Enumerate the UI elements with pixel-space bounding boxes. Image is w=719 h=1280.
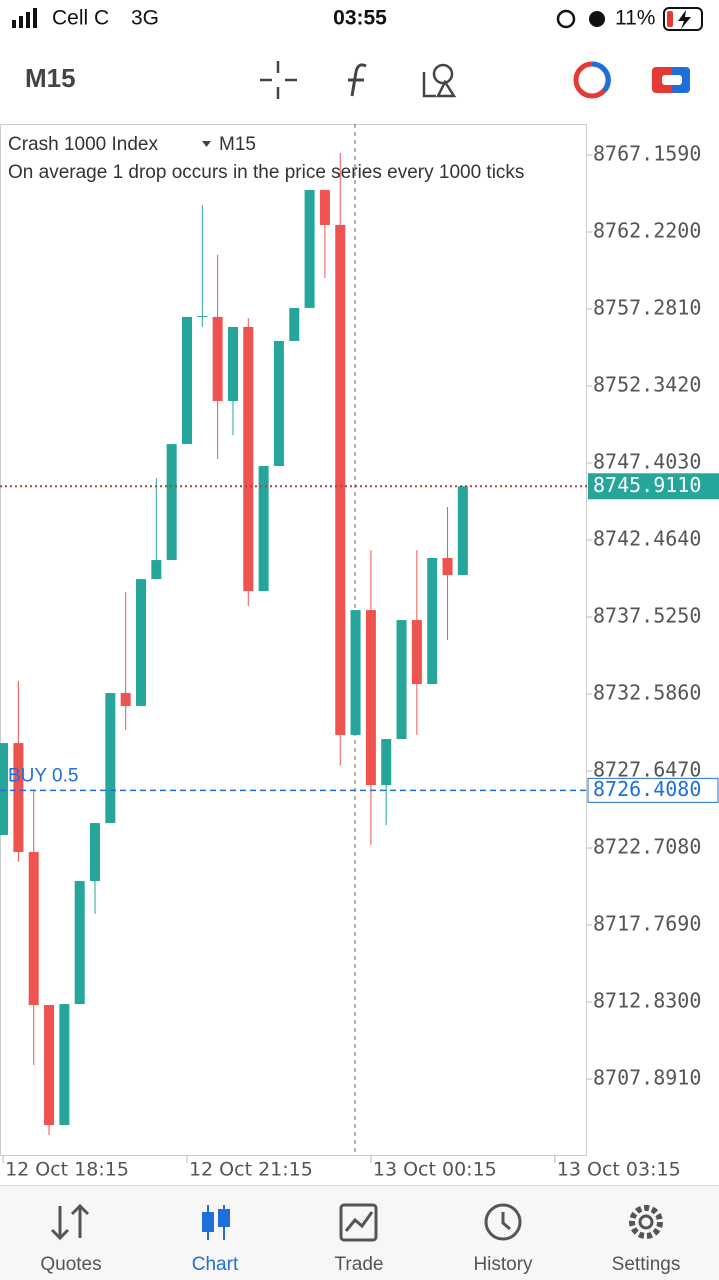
candle-body — [273, 340, 284, 467]
y-tick-label: 8707.8910 — [593, 1066, 701, 1090]
candle-body — [319, 190, 330, 225]
indicators-button[interactable] — [348, 63, 367, 97]
signal-bar — [33, 8, 37, 28]
tab-bar: Quotes Chart Trade History Settings — [0, 1185, 719, 1280]
y-tick-label: 8742.4640 — [593, 527, 701, 551]
candle-body — [396, 620, 407, 740]
trade-icon — [339, 1203, 378, 1242]
candle-body — [335, 224, 346, 735]
candle-body — [350, 610, 361, 735]
y-tick-label: 8762.2200 — [593, 219, 701, 243]
signal-bar — [26, 12, 30, 28]
history-icon — [484, 1203, 522, 1241]
candle-body — [258, 466, 269, 592]
crosshair-button[interactable] — [260, 61, 297, 99]
alarm-icon — [589, 11, 605, 27]
x-tick-label: 13 Oct 03:15 — [557, 1159, 681, 1181]
settings-hub — [638, 1214, 654, 1230]
candle-body — [0, 743, 9, 836]
candle-body — [59, 1004, 70, 1126]
current-price-box — [588, 473, 719, 500]
tab-label[interactable]: Trade — [335, 1254, 384, 1275]
candle-body — [120, 693, 131, 706]
candle-body — [365, 610, 376, 786]
candle-body — [44, 1005, 55, 1126]
candle-body — [74, 881, 85, 1005]
x-tick-label: 13 Oct 00:15 — [373, 1159, 497, 1181]
candle-body — [166, 444, 177, 561]
chart-title: Crash 1000 Index — [8, 134, 158, 155]
y-tick-label: 8712.8300 — [593, 989, 701, 1013]
y-tick-label: 8752.3420 — [593, 373, 701, 397]
chart-icon — [202, 1205, 230, 1240]
status-bar: Cell C 3G 03:55 11% — [12, 7, 703, 31]
candle-body — [151, 560, 162, 580]
tab-label[interactable]: Settings — [612, 1254, 681, 1275]
history-hands — [501, 1212, 511, 1231]
candle-body — [442, 558, 453, 576]
candle-body — [136, 579, 147, 706]
y-tick-label: 8737.5250 — [593, 604, 701, 628]
plot-frame — [0, 124, 587, 1156]
tab-label[interactable]: Quotes — [40, 1254, 101, 1275]
y-tick-label: 8722.7080 — [593, 835, 701, 859]
quotes-icon — [50, 1203, 90, 1241]
signal-bar — [19, 16, 23, 28]
candle-body — [243, 326, 254, 592]
position-label: 8726.4080 — [593, 777, 701, 801]
candle-body — [381, 739, 392, 786]
charging-icon — [678, 10, 691, 29]
tab-label[interactable]: Chart — [192, 1254, 239, 1275]
y-tick-label: 8727.6470 — [593, 758, 701, 782]
y-tick-label: 8732.5860 — [593, 681, 701, 705]
candle-body — [28, 852, 39, 1006]
candle-body — [90, 823, 101, 882]
timeframe-button[interactable]: M15 — [25, 63, 76, 93]
battery-percent: 11% — [615, 7, 655, 30]
y-tick-label: 8767.1590 — [593, 141, 701, 165]
candle-body — [13, 743, 24, 853]
candle-body — [197, 316, 208, 318]
y-tick-label: 8747.4030 — [593, 450, 701, 474]
symbol-dropdown[interactable] — [202, 141, 211, 147]
clock: 03:55 — [333, 7, 387, 30]
position-text: BUY 0.5 — [8, 765, 78, 786]
y-tick-label: 8757.2810 — [593, 296, 701, 320]
network: 3G — [131, 7, 159, 30]
candle-body — [227, 326, 238, 402]
toolbar: M15 — [25, 61, 690, 99]
candle-body — [212, 316, 223, 402]
candle-body — [181, 316, 192, 445]
candle-body — [289, 307, 300, 341]
settings-icon — [629, 1205, 663, 1239]
trade-signal-accent — [591, 61, 611, 93]
tab-bar-bg — [0, 1185, 719, 1280]
current-price-label: 8745.9110 — [593, 473, 701, 497]
carrier: Cell C — [52, 7, 109, 30]
trade-icon-line — [344, 1211, 374, 1232]
chart-timeframe: M15 — [219, 134, 256, 155]
lock-icon — [556, 9, 576, 29]
candle-body — [105, 693, 116, 824]
battery-icon — [663, 7, 703, 31]
candle-body — [427, 558, 438, 684]
candle-body — [457, 486, 468, 576]
candle-body — [304, 190, 315, 308]
y-tick-label: 8717.7690 — [593, 912, 701, 936]
x-tick-label: 12 Oct 18:15 — [5, 1159, 129, 1181]
x-tick-label: 12 Oct 21:15 — [189, 1159, 313, 1181]
one-click-knob — [662, 75, 682, 85]
position-box — [587, 777, 719, 803]
signal-bar — [12, 20, 16, 28]
candle-body — [411, 620, 422, 684]
chart: 8767.1590 8762.2200 8757.2810 8752.3420 8747… — [0, 141, 719, 1181]
objects-button[interactable] — [422, 63, 457, 98]
tab-label[interactable]: History — [473, 1254, 533, 1275]
chart-subtitle: On average 1 drop occurs in the price se… — [8, 162, 524, 183]
battery-level — [667, 11, 673, 27]
